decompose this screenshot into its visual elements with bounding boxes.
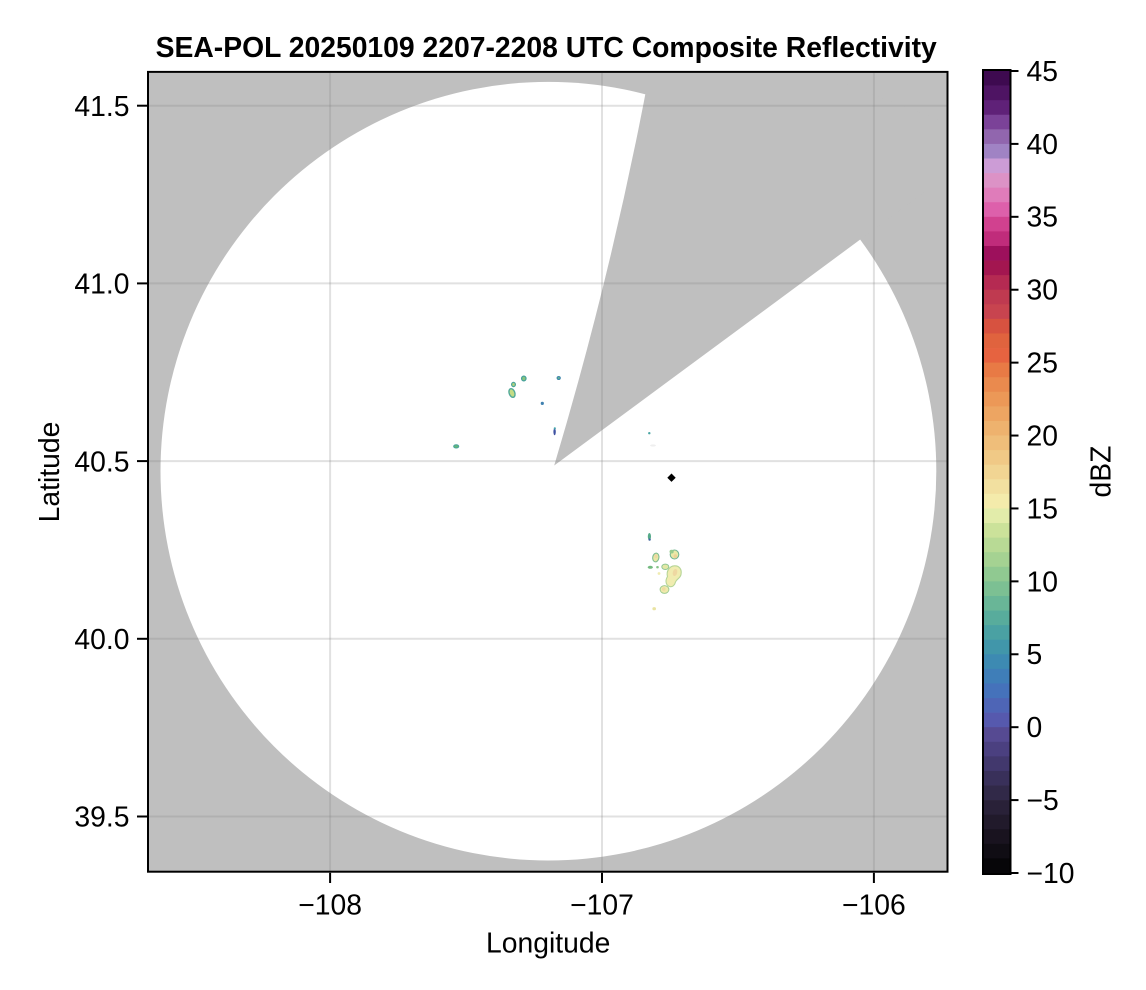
svg-text:40: 40 bbox=[1027, 128, 1058, 160]
svg-text:15: 15 bbox=[1027, 492, 1058, 524]
svg-text:0: 0 bbox=[1027, 711, 1043, 743]
svg-text:45: 45 bbox=[1027, 55, 1058, 87]
svg-text:Longitude: Longitude bbox=[486, 926, 610, 958]
svg-text:39.5: 39.5 bbox=[74, 801, 129, 833]
svg-text:SEA-POL 20250109 2207-2208 UTC: SEA-POL 20250109 2207-2208 UTC Composite… bbox=[156, 31, 937, 63]
svg-text:−106: −106 bbox=[842, 889, 906, 921]
svg-text:−5: −5 bbox=[1027, 784, 1059, 816]
svg-text:−108: −108 bbox=[298, 889, 362, 921]
svg-text:25: 25 bbox=[1027, 347, 1058, 379]
svg-text:20: 20 bbox=[1027, 419, 1058, 451]
svg-text:41.0: 41.0 bbox=[74, 268, 129, 300]
svg-text:30: 30 bbox=[1027, 274, 1058, 306]
svg-text:dBZ: dBZ bbox=[1085, 446, 1117, 498]
svg-text:41.5: 41.5 bbox=[74, 90, 129, 122]
svg-text:10: 10 bbox=[1027, 565, 1058, 597]
svg-text:5: 5 bbox=[1027, 638, 1043, 670]
svg-text:40.5: 40.5 bbox=[74, 445, 129, 477]
svg-text:35: 35 bbox=[1027, 201, 1058, 233]
svg-text:−10: −10 bbox=[1027, 857, 1075, 889]
svg-text:−107: −107 bbox=[570, 889, 634, 921]
svg-text:Latitude: Latitude bbox=[33, 422, 65, 523]
svg-text:40.0: 40.0 bbox=[74, 623, 129, 655]
